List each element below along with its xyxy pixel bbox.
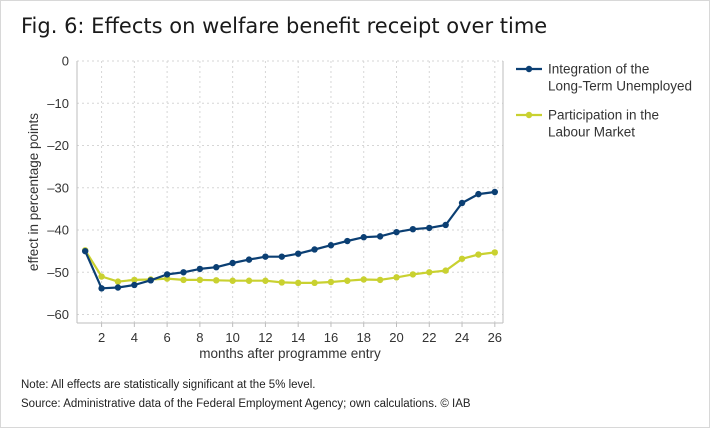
source-line: Source: Administrative data of the Feder… bbox=[21, 398, 471, 410]
legend-swatch-marker bbox=[525, 111, 533, 119]
x-tick-label: 6 bbox=[163, 330, 170, 345]
data-point bbox=[278, 253, 286, 260]
x-tick-label: 20 bbox=[389, 330, 403, 345]
y-tick-label: –10 bbox=[47, 96, 69, 111]
x-tick-label: 24 bbox=[455, 330, 469, 345]
data-point bbox=[245, 256, 253, 263]
legend-label: Participation in the bbox=[548, 108, 659, 123]
data-point bbox=[196, 276, 204, 284]
legend-item: Integration of the Long-Term Unemployed bbox=[516, 62, 692, 94]
series-2 bbox=[81, 247, 499, 287]
legend: Integration of the Long-Term Unemployed Pa… bbox=[516, 62, 692, 140]
x-tick-label: 10 bbox=[225, 330, 239, 345]
data-point bbox=[491, 188, 499, 196]
data-point bbox=[360, 276, 367, 283]
data-point bbox=[196, 265, 204, 273]
data-point bbox=[213, 277, 220, 284]
y-tick-label: –30 bbox=[47, 180, 69, 195]
data-point bbox=[294, 279, 302, 287]
data-point bbox=[475, 190, 482, 198]
data-point bbox=[131, 276, 138, 284]
x-tick-label: 12 bbox=[258, 330, 272, 345]
data-point bbox=[442, 221, 449, 229]
data-point bbox=[114, 278, 122, 285]
data-point bbox=[114, 284, 122, 291]
data-point bbox=[327, 242, 335, 249]
data-point bbox=[311, 279, 318, 287]
x-tick-labels: 2 4 6 8 10 12 14 16 18 20 22 24 26 bbox=[98, 330, 502, 345]
data-point bbox=[294, 250, 302, 257]
data-point bbox=[409, 271, 417, 278]
data-point bbox=[344, 237, 351, 245]
data-point bbox=[245, 277, 253, 284]
data-point bbox=[344, 277, 351, 284]
data-point bbox=[229, 259, 236, 267]
x-tick-label: 22 bbox=[422, 330, 436, 345]
data-point bbox=[147, 277, 154, 284]
figure-title: Fig. 6: Effects on welfare benefit recei… bbox=[21, 14, 548, 38]
data-point bbox=[81, 247, 89, 255]
data-point bbox=[98, 273, 105, 280]
data-point bbox=[311, 246, 318, 253]
x-axis-title: months after programme entry bbox=[199, 346, 381, 361]
data-point bbox=[213, 264, 220, 271]
data-point bbox=[327, 278, 335, 286]
data-point bbox=[180, 269, 187, 276]
legend-label: Integration of the bbox=[548, 62, 649, 77]
data-point bbox=[442, 267, 449, 274]
data-point bbox=[278, 279, 286, 286]
y-tick-label: 0 bbox=[62, 54, 69, 69]
legend-label: Labour Market bbox=[548, 125, 635, 140]
x-tick-label: 16 bbox=[324, 330, 338, 345]
data-point bbox=[98, 285, 105, 292]
series-line bbox=[84, 190, 495, 290]
grid-lines bbox=[77, 60, 503, 327]
y-tick-label: –50 bbox=[47, 265, 69, 280]
data-point bbox=[163, 271, 171, 278]
data-point bbox=[360, 234, 367, 241]
x-tick-label: 18 bbox=[356, 330, 370, 345]
data-point bbox=[409, 225, 417, 233]
data-point bbox=[426, 224, 433, 232]
line-chart: 0–10–20–30–40–50–60 2 4 6 8 10 12 14 16 18 20 22 24… bbox=[26, 54, 692, 362]
legend-swatch-marker bbox=[525, 65, 533, 73]
axes bbox=[76, 61, 504, 324]
data-point bbox=[393, 274, 400, 281]
legend-item: Participation in the Labour Market bbox=[516, 108, 659, 140]
y-tick-labels: 0 –10 –20 –30 –40 –50 –60 bbox=[47, 54, 69, 323]
data-point bbox=[262, 277, 269, 284]
data-point bbox=[458, 199, 466, 207]
x-tick-label: 26 bbox=[488, 330, 502, 345]
y-tick-label: –40 bbox=[47, 223, 69, 238]
data-point bbox=[180, 276, 187, 284]
series-1 bbox=[81, 188, 499, 292]
x-tick-label: 2 bbox=[98, 330, 105, 345]
legend-label: Long-Term Unemployed bbox=[548, 79, 692, 94]
data-point bbox=[475, 251, 482, 258]
x-tick-label: 8 bbox=[196, 330, 203, 345]
data-point bbox=[393, 228, 400, 236]
x-tick-label: 14 bbox=[291, 330, 305, 345]
y-tick-label: –20 bbox=[47, 138, 69, 153]
y-tick-label: –60 bbox=[47, 307, 69, 322]
data-point bbox=[376, 233, 384, 240]
x-tick-label: 4 bbox=[131, 330, 138, 345]
data-point bbox=[229, 277, 236, 284]
data-point bbox=[426, 269, 433, 276]
footnote: Note: All effects are statistically sign… bbox=[21, 379, 316, 391]
data-point bbox=[458, 255, 466, 262]
series-group bbox=[81, 188, 499, 292]
y-axis-title: effect in percentage points bbox=[26, 113, 41, 271]
data-point bbox=[491, 249, 499, 256]
data-point bbox=[376, 276, 384, 284]
data-point bbox=[262, 253, 269, 260]
data-point bbox=[131, 281, 138, 289]
